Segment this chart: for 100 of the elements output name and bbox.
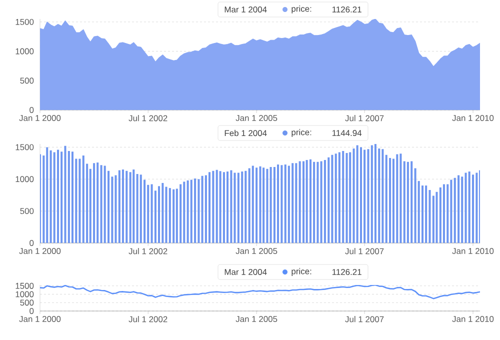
bar — [425, 186, 428, 243]
bar — [442, 184, 445, 243]
bar — [389, 158, 392, 243]
y-tick-label: 1500 — [16, 144, 34, 150]
bar — [331, 154, 334, 243]
bar — [71, 152, 74, 243]
bar — [374, 144, 376, 243]
bar — [244, 170, 247, 243]
bar — [53, 152, 56, 243]
x-tick-label: Jan 1 2005 — [236, 316, 278, 322]
bar — [201, 176, 204, 243]
y-tick-label: 1500 — [16, 282, 34, 289]
bar — [132, 170, 135, 243]
bar — [472, 174, 474, 243]
x-tick-label: Jan 1 2000 — [19, 316, 61, 322]
x-tick-label: Jul 1 2002 — [128, 248, 168, 254]
legend-label: price: — [292, 268, 312, 276]
bar — [168, 188, 171, 243]
bar — [439, 187, 442, 243]
bar — [313, 162, 316, 243]
y-tick-label: 0 — [30, 308, 34, 314]
bar — [259, 166, 262, 243]
bar — [280, 165, 283, 243]
y-tick-label: 500 — [20, 208, 34, 214]
bar — [306, 160, 308, 243]
x-tick-label: Jan 1 2000 — [19, 248, 61, 254]
bar — [126, 170, 128, 243]
bar — [367, 149, 370, 243]
bar — [136, 174, 138, 243]
bar — [403, 161, 406, 243]
bar — [428, 190, 431, 243]
bar — [396, 154, 398, 243]
bar — [190, 180, 192, 243]
x-tick-label: Jan 1 2010 — [452, 316, 494, 322]
bar — [183, 182, 186, 243]
line-series — [40, 285, 480, 300]
bar — [230, 170, 232, 243]
legend-label: price: — [292, 129, 312, 137]
bar — [476, 172, 478, 243]
bar — [273, 166, 276, 243]
bar — [360, 147, 362, 243]
x-tick-label: Jul 1 2007 — [345, 316, 384, 322]
x-tick-label: Jan 1 2005 — [236, 248, 278, 254]
text: 1126.21 — [332, 6, 362, 12]
bar — [64, 146, 66, 243]
bar — [78, 158, 81, 243]
x-tick-label: Jul 1 2007 — [345, 248, 384, 254]
text: Mar 1 2004 — [224, 269, 267, 275]
bar — [400, 154, 402, 243]
bar — [382, 149, 384, 243]
bar — [270, 166, 272, 243]
bar — [342, 151, 344, 243]
bar — [284, 164, 286, 243]
bar — [162, 182, 164, 243]
bar — [140, 174, 142, 243]
y-tick-label: 500 — [20, 78, 34, 84]
bar — [346, 152, 348, 243]
bar — [349, 152, 352, 243]
bar — [104, 166, 106, 243]
bar — [158, 186, 160, 243]
bar — [316, 162, 319, 243]
bar — [309, 159, 312, 243]
x-tick-label: Jan 1 2010 — [452, 115, 494, 122]
bar — [410, 161, 413, 243]
bar — [352, 148, 355, 243]
bar — [266, 168, 268, 243]
bar — [57, 150, 60, 243]
bar — [122, 170, 124, 243]
bar — [458, 175, 460, 243]
bar — [172, 189, 175, 243]
bar — [46, 147, 48, 243]
x-tick-label: Jan 1 2005 — [236, 115, 278, 122]
y-tick-label: 1000 — [16, 48, 34, 54]
text: Feb 1 2004 — [224, 130, 267, 136]
bar — [370, 145, 373, 243]
bar — [450, 180, 452, 243]
bar — [436, 192, 438, 243]
bar — [248, 168, 250, 243]
bar — [454, 178, 456, 243]
bar — [186, 180, 189, 243]
bar — [406, 162, 409, 243]
bar — [320, 161, 322, 243]
text: Mar 1 2004 — [224, 6, 267, 12]
x-tick-label: Jan 1 2000 — [19, 115, 61, 122]
bar — [50, 150, 52, 243]
x-tick-label: Jan 1 2010 — [452, 248, 494, 254]
bar — [237, 172, 240, 243]
y-tick-label: 0 — [30, 107, 34, 113]
legend-label: price: — [292, 6, 312, 14]
x-tick-label: Jul 1 2007 — [345, 115, 384, 122]
bar — [219, 171, 222, 243]
bar — [93, 163, 96, 243]
bar — [212, 170, 214, 243]
bar — [446, 184, 449, 243]
bar — [216, 170, 218, 243]
bar — [204, 175, 207, 243]
bar — [461, 176, 464, 243]
y-tick-label: 1500 — [16, 18, 34, 25]
bar — [464, 172, 467, 243]
x-tick-label: Jul 1 2002 — [128, 316, 168, 322]
